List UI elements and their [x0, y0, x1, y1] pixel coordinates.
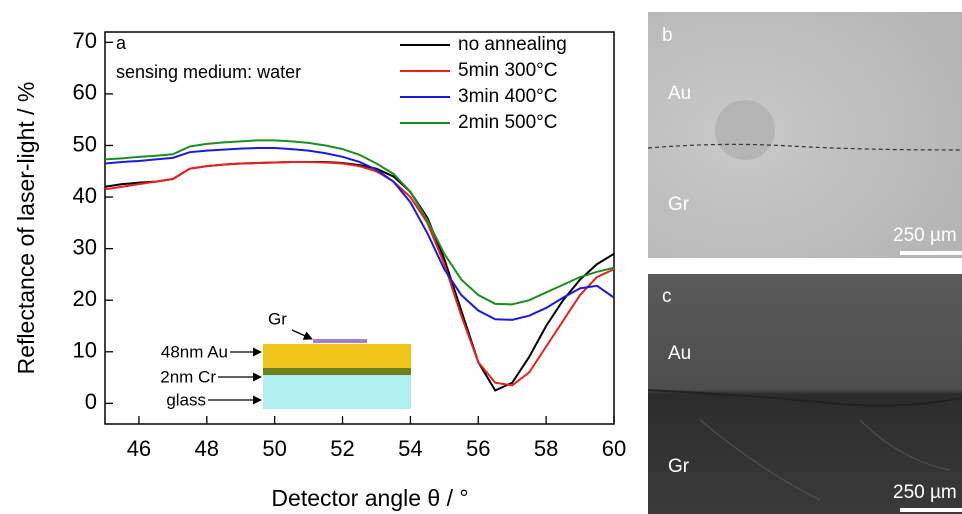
y-tick-label: 30: [73, 234, 97, 259]
boundary: [648, 143, 962, 151]
glass-layer: [263, 375, 411, 409]
x-tick-label: 54: [398, 436, 422, 461]
gr-layer: [313, 339, 367, 343]
y-tick-label: 70: [73, 28, 97, 53]
boundary: [648, 389, 962, 407]
arrow: [291, 329, 313, 340]
x-tick-label: 52: [330, 436, 354, 461]
inset-label: 48nm Au: [161, 342, 228, 361]
inset: Gr 48nm Au 2nm Cr glass: [160, 309, 411, 409]
series-line: [104, 139, 615, 306]
panel-label: b: [662, 25, 673, 46]
x-tick-label: 58: [534, 436, 558, 461]
au-layer: [263, 344, 411, 368]
series-line: [104, 147, 615, 321]
region-label: Gr: [668, 194, 690, 215]
x-tick-label: 60: [602, 436, 626, 461]
x-tick-label: 50: [262, 436, 286, 461]
region-label: Au: [668, 83, 691, 104]
panel-label: c: [662, 286, 672, 307]
y-tick-label: 40: [73, 183, 97, 208]
image: [648, 12, 962, 258]
panel-label: a: [116, 33, 127, 53]
y-tick-label: 0: [85, 389, 97, 414]
blob: [715, 100, 775, 160]
y-tick-label: 10: [73, 338, 97, 363]
scale-bar: [900, 251, 962, 255]
micrograph-b: b Au Gr 250 µm: [648, 12, 962, 258]
y-tick-label: 50: [73, 131, 97, 156]
scale-bar-label: 250 µm: [893, 225, 957, 246]
y-axis-label: Reflectance of laser-light / %: [13, 82, 39, 375]
annotation: sensing medium: water: [116, 62, 301, 82]
cr-layer: [263, 368, 411, 375]
micrograph-c: c Au Gr 250 µm: [648, 274, 962, 514]
image: [648, 274, 962, 514]
x-tick-label: 56: [466, 436, 490, 461]
scale-bar-label: 250 µm: [893, 482, 957, 503]
y-tick-label: 60: [73, 80, 97, 105]
legend-label: 5min 300°C: [458, 60, 557, 81]
x-tick-label: 48: [195, 436, 219, 461]
legend-label: no annealing: [458, 34, 567, 55]
legend-label: 2min 500°C: [458, 112, 557, 133]
inset-label: Gr: [268, 309, 287, 328]
region-label: Gr: [668, 456, 690, 477]
x-tick-label: 46: [127, 436, 151, 461]
texture: [699, 419, 951, 501]
scale-bar: [900, 508, 962, 512]
inset-label: 2nm Cr: [160, 367, 216, 386]
region-label: Au: [668, 343, 691, 364]
legend-label: 3min 400°C: [458, 86, 557, 107]
plot-frame: [104, 31, 615, 425]
series-line: [104, 160, 615, 387]
y-tick-label: 20: [73, 286, 97, 311]
x-axis-label: Detector angle θ / °: [271, 485, 468, 511]
inset-label: glass: [166, 390, 206, 409]
